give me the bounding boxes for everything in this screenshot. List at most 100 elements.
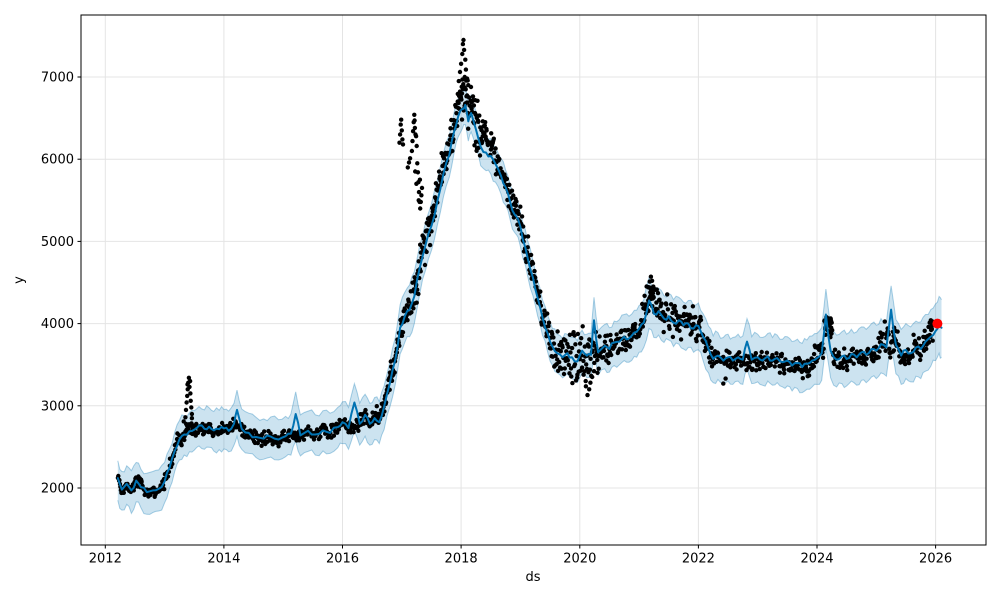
observed-point	[576, 349, 582, 354]
uncertainty-band-lower-edge	[117, 123, 942, 515]
observed-point	[162, 487, 167, 492]
observed-point	[188, 398, 193, 403]
observed-point	[405, 165, 410, 170]
observed-point	[626, 327, 631, 333]
observed-point	[460, 41, 466, 47]
observed-point	[518, 204, 523, 209]
y-tick-label: 2000	[41, 482, 74, 497]
observed-point	[637, 331, 642, 336]
observed-point	[186, 375, 192, 380]
observed-point	[342, 417, 348, 422]
observed-point	[399, 333, 405, 338]
observed-point	[464, 76, 470, 81]
observed-point	[665, 307, 671, 312]
observed-point	[457, 69, 463, 75]
observed-point	[820, 355, 826, 360]
observed-point	[573, 342, 578, 347]
observed-point	[259, 443, 264, 448]
observed-point	[800, 376, 805, 381]
observed-point	[414, 143, 419, 149]
observed-point	[851, 361, 856, 366]
observed-point	[670, 310, 675, 316]
observed-point	[793, 356, 798, 362]
observed-point	[514, 199, 519, 204]
observed-point	[351, 430, 356, 435]
observed-point	[301, 437, 307, 442]
observed-point	[926, 340, 932, 345]
observed-point	[286, 438, 292, 444]
observed-point	[412, 118, 417, 123]
observed-point	[777, 370, 783, 375]
observed-point	[405, 318, 410, 323]
observed-point	[184, 400, 189, 405]
observed-points	[115, 37, 935, 499]
observed-point	[411, 306, 416, 311]
observed-point	[584, 362, 589, 367]
observed-point	[811, 351, 817, 357]
observed-point	[588, 356, 593, 361]
observed-point	[672, 303, 677, 309]
observed-point	[922, 328, 927, 333]
observed-point	[606, 360, 611, 366]
observed-point	[183, 407, 189, 413]
observed-point	[461, 47, 467, 53]
observed-point	[412, 275, 417, 280]
observed-point	[581, 358, 586, 364]
observed-point	[242, 424, 247, 429]
observed-point	[659, 301, 664, 306]
observed-point	[595, 370, 600, 375]
y-tick-label: 6000	[41, 153, 74, 168]
observed-point	[592, 343, 597, 348]
x-tick-label: 2022	[682, 552, 715, 567]
observed-point	[850, 346, 856, 351]
y-tick-label: 5000	[41, 235, 74, 250]
observed-point	[151, 485, 156, 490]
observed-point	[336, 427, 341, 432]
observed-point	[572, 333, 577, 338]
observed-point	[454, 111, 459, 116]
observed-point	[664, 302, 669, 307]
observed-point	[926, 324, 931, 330]
observed-point	[436, 169, 442, 174]
observed-point	[427, 242, 433, 248]
observed-point	[560, 345, 565, 350]
forecast-highlight-dot	[932, 318, 943, 329]
y-tick-label: 3000	[41, 399, 74, 414]
observed-point	[179, 443, 184, 448]
observed-point	[525, 234, 531, 239]
observed-point	[545, 311, 550, 316]
observed-point	[187, 378, 193, 384]
observed-point	[579, 336, 584, 341]
observed-point	[757, 366, 762, 372]
observed-point	[657, 297, 662, 302]
observed-point	[670, 334, 676, 340]
observed-point	[459, 117, 465, 122]
observed-point	[466, 95, 472, 100]
observed-point	[570, 380, 575, 386]
observed-point	[407, 156, 413, 161]
observed-point	[416, 189, 422, 195]
observed-point	[876, 355, 881, 360]
observed-point	[832, 361, 837, 367]
observed-point	[627, 344, 633, 349]
observed-point	[483, 120, 488, 125]
observed-point	[845, 367, 850, 373]
observed-point	[491, 136, 496, 141]
observed-point	[595, 357, 600, 363]
observed-point	[588, 380, 593, 385]
observed-point	[542, 308, 547, 313]
observed-point	[690, 304, 696, 309]
observed-point	[863, 362, 869, 367]
observed-point	[678, 314, 683, 319]
observed-point	[841, 365, 846, 371]
observed-point	[673, 309, 678, 314]
observed-point	[571, 330, 576, 335]
observed-point	[306, 424, 311, 429]
observed-point	[469, 106, 474, 111]
observed-point	[596, 366, 601, 371]
observed-point	[667, 326, 672, 331]
observed-point	[597, 334, 602, 339]
forecast-line	[116, 103, 943, 494]
observed-point	[559, 366, 564, 371]
